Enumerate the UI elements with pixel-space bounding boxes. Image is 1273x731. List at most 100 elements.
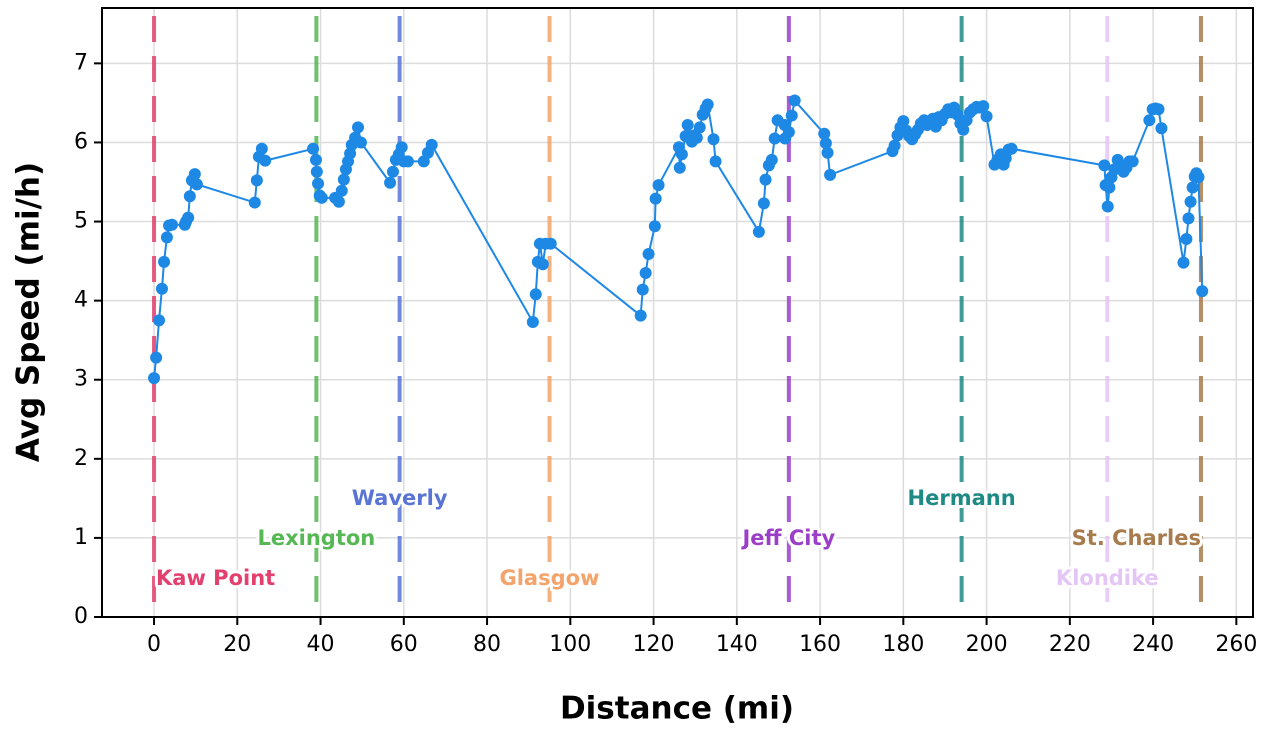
x-tick-label: 20 xyxy=(223,632,251,657)
x-tick-label: 120 xyxy=(633,632,675,657)
data-point xyxy=(1101,200,1114,213)
data-point xyxy=(1180,232,1193,245)
data-point xyxy=(649,192,662,205)
data-point xyxy=(1182,212,1195,225)
data-point xyxy=(977,100,990,113)
y-tick-label: 3 xyxy=(74,367,88,392)
data-point xyxy=(425,138,438,151)
data-point xyxy=(158,255,171,268)
data-point xyxy=(788,94,801,107)
data-point xyxy=(315,191,328,204)
data-point xyxy=(332,195,345,208)
data-point xyxy=(701,98,714,111)
marker-label: Klondike xyxy=(1056,566,1159,590)
data-point xyxy=(190,178,203,191)
y-tick-label: 1 xyxy=(74,525,88,550)
data-point xyxy=(384,176,397,189)
data-point xyxy=(354,136,367,149)
y-tick-label: 6 xyxy=(74,129,88,154)
x-tick-label: 240 xyxy=(1132,632,1174,657)
marker-label: Jeff City xyxy=(740,526,835,550)
data-point xyxy=(652,179,665,192)
x-tick-label: 100 xyxy=(549,632,591,657)
data-point xyxy=(675,148,688,161)
data-point xyxy=(1098,159,1111,172)
marker-label: Lexington xyxy=(257,526,375,550)
y-tick-label: 7 xyxy=(74,50,88,75)
x-axis-label: Distance (mi) xyxy=(560,691,794,727)
data-point xyxy=(673,161,686,174)
data-point xyxy=(821,146,834,159)
marker-label: Glasgow xyxy=(500,566,600,590)
data-point xyxy=(957,123,970,136)
data-point xyxy=(250,174,263,187)
data-point xyxy=(681,119,694,132)
data-point xyxy=(648,220,661,233)
x-tick-label: 40 xyxy=(307,632,335,657)
data-point xyxy=(642,247,655,260)
x-tick-label: 220 xyxy=(1049,632,1091,657)
x-tick-label: 140 xyxy=(716,632,758,657)
data-point xyxy=(248,196,261,209)
data-point xyxy=(536,258,549,271)
x-tick-label: 80 xyxy=(473,632,501,657)
data-point xyxy=(160,231,173,244)
marker-label: Waverly xyxy=(352,486,448,510)
y-tick-label: 4 xyxy=(74,288,88,313)
data-point xyxy=(1143,114,1156,127)
x-tick-label: 260 xyxy=(1215,632,1257,657)
y-tick-label: 5 xyxy=(74,209,88,234)
data-point xyxy=(1103,181,1116,194)
marker-label: Hermann xyxy=(908,486,1016,510)
data-point xyxy=(155,282,168,295)
data-point xyxy=(529,288,542,301)
data-point xyxy=(759,173,772,186)
data-point xyxy=(752,225,765,238)
data-point xyxy=(544,237,557,250)
x-tick-label: 200 xyxy=(966,632,1008,657)
data-point xyxy=(307,142,320,155)
data-point xyxy=(818,127,831,140)
data-point xyxy=(395,141,408,154)
data-point xyxy=(309,153,322,166)
data-point xyxy=(259,154,272,167)
data-point xyxy=(337,173,350,186)
data-point xyxy=(150,351,163,364)
data-point xyxy=(757,197,770,210)
data-point xyxy=(148,372,161,385)
data-point xyxy=(819,137,832,150)
data-point xyxy=(897,115,910,128)
data-point xyxy=(980,110,993,123)
data-point xyxy=(386,165,399,178)
data-point xyxy=(312,177,325,190)
marker-label: St. Charles xyxy=(1072,526,1201,550)
data-point xyxy=(352,121,365,134)
data-point xyxy=(401,155,414,168)
data-point xyxy=(526,315,539,328)
plot-frame xyxy=(101,7,1254,618)
data-point xyxy=(188,168,201,181)
data-point xyxy=(1005,142,1018,155)
data-point xyxy=(1177,256,1190,269)
data-point xyxy=(335,184,348,197)
x-tick-label: 0 xyxy=(147,632,161,657)
marker-label: Kaw Point xyxy=(156,566,275,590)
data-point xyxy=(634,309,647,322)
data-point xyxy=(888,139,901,152)
data-point xyxy=(636,283,649,296)
data-point xyxy=(165,218,178,231)
data-point xyxy=(1152,103,1165,116)
data-point xyxy=(1196,285,1209,298)
data-point xyxy=(785,109,798,122)
data-point xyxy=(824,168,837,181)
data-point xyxy=(709,155,722,168)
data-point xyxy=(707,133,720,146)
data-point xyxy=(693,121,706,134)
data-point xyxy=(768,132,781,145)
data-point xyxy=(782,126,795,139)
y-tick-label: 2 xyxy=(74,446,88,471)
data-point xyxy=(765,153,778,166)
data-point xyxy=(153,314,166,327)
data-point xyxy=(1184,195,1197,208)
